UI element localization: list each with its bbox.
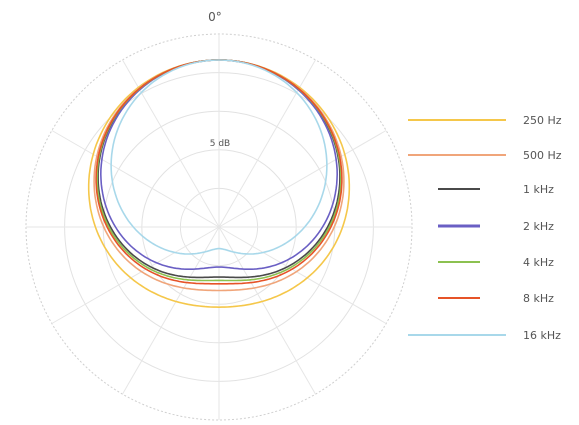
series-curve-3 <box>100 59 338 270</box>
legend: 250 Hz 500 Hz 1 kHz 2 kHz 4 kHz 8 kHz 16 kHz <box>408 114 562 342</box>
grid-spoke-210 <box>122 226 220 395</box>
grid-spoke-150 <box>218 226 316 395</box>
legend-label-1: 500 Hz <box>523 149 562 162</box>
grid-spoke-120 <box>218 226 387 324</box>
grid-spoke-60 <box>218 130 387 228</box>
legend-label-0: 250 Hz <box>523 114 562 127</box>
series-curve-6 <box>110 59 328 255</box>
polar-grid <box>25 33 413 421</box>
grid-spoke-330 <box>122 59 220 228</box>
grid-spoke-30 <box>218 59 316 228</box>
series-curve-4 <box>96 59 342 282</box>
legend-label-4: 4 kHz <box>523 256 554 269</box>
polar-curves <box>87 59 351 308</box>
grid-spoke-300 <box>51 130 220 228</box>
series-curve-0 <box>87 59 351 308</box>
angle-label-0: 0° <box>208 10 222 24</box>
legend-label-3: 2 kHz <box>523 220 554 233</box>
series-curve-1 <box>93 59 345 292</box>
legend-label-6: 16 kHz <box>523 329 561 342</box>
series-curve-5 <box>95 59 343 285</box>
legend-label-5: 8 kHz <box>523 292 554 305</box>
grid-spoke-240 <box>51 226 220 324</box>
legend-label-2: 1 kHz <box>523 183 554 196</box>
radial-label-5db: 5 dB <box>210 139 230 149</box>
